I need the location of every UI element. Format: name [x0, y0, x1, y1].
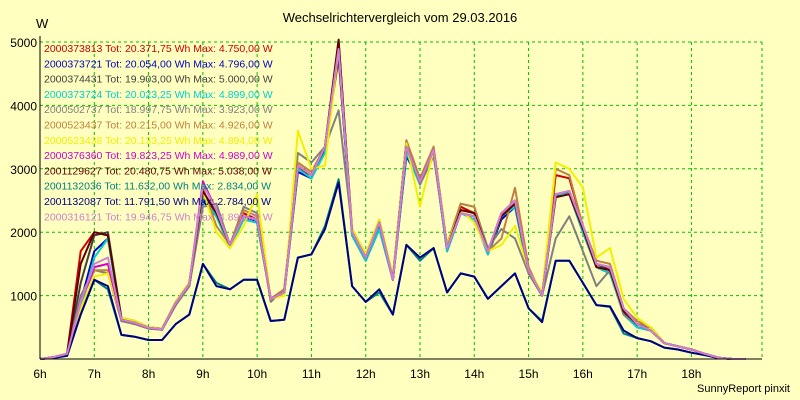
x-tick-label: 13h [410, 367, 430, 381]
legend-entry-s3: 2000374431 Tot: 19.903,00 Wh Max: 5.000,… [44, 74, 273, 86]
x-tick-label: 17h [627, 367, 647, 381]
credit-text: SunnyReport pinxit [697, 383, 790, 395]
legend-entry-s6: 2000523437 Tot: 20.215,00 Wh Max: 4.926,… [44, 120, 273, 132]
x-tick-label: 10h [247, 367, 267, 381]
legend-entry-s10: 2001132036 Tot: 11.632,00 Wh Max: 2.834,… [44, 181, 271, 193]
y-tick-label: 3000 [10, 163, 37, 177]
y-tick-label: 5000 [10, 36, 37, 50]
x-tick-label: 12h [356, 367, 376, 381]
legend: 2000373813 Tot: 20.371,75 Wh Max: 4.750,… [44, 43, 273, 223]
x-tick-label: 8h [142, 367, 155, 381]
legend-entry-s9: 2001129627 Tot: 20.480,75 Wh Max: 5.038,… [44, 165, 272, 177]
legend-entry-s7: 2000523438 Tot: 20.133,25 Wh Max: 4.894,… [44, 135, 273, 147]
legend-entry-s8: 2000376360 Tot: 19.823,25 Wh Max: 4.989,… [44, 150, 273, 162]
legend-entry-s4: 2000373724 Tot: 20.023,25 Wh Max: 4.899,… [44, 89, 273, 101]
legend-entry-s5: 2000502737 Tot: 18.997,75 Wh Max: 3.923,… [44, 104, 273, 116]
chart-title: Wechselrichtervergleich vom 29.03.2016 [282, 10, 518, 25]
y-tick-label: 1000 [10, 290, 37, 304]
y-tick-label: 2000 [10, 226, 37, 240]
x-tick-label: 9h [196, 367, 209, 381]
y-axis-unit: W [36, 16, 49, 31]
x-tick-label: 7h [88, 367, 101, 381]
x-tick-label: 16h [573, 367, 593, 381]
series-line-s12 [39, 48, 746, 360]
axes: 6h 7h 8h 9h 10h 11h 12h 13h 14h 15h 16h 17h 18h 1000 2… [10, 36, 762, 381]
x-tick-label: 15h [519, 367, 539, 381]
legend-entry-s12: 2000316121 Tot: 19.946,75 Wh Max: 4.890,… [44, 211, 273, 223]
legend-entry-s1: 2000373813 Tot: 20.371,75 Wh Max: 4.750,… [44, 43, 273, 55]
x-tick-label: 6h [33, 367, 46, 381]
x-tick-label: 14h [464, 367, 484, 381]
x-tick-label: 18h [681, 367, 701, 381]
series-line-s11 [39, 181, 746, 360]
legend-entry-s2: 2000373721 Tot: 20.054,00 Wh Max: 4.796,… [44, 58, 273, 70]
legend-entry-s11: 2001132087 Tot: 11.791,50 Wh Max: 2.784,… [44, 196, 271, 208]
x-tick-label: 11h [302, 367, 321, 381]
y-tick-label: 4000 [10, 99, 37, 113]
series-lines [39, 38, 746, 360]
